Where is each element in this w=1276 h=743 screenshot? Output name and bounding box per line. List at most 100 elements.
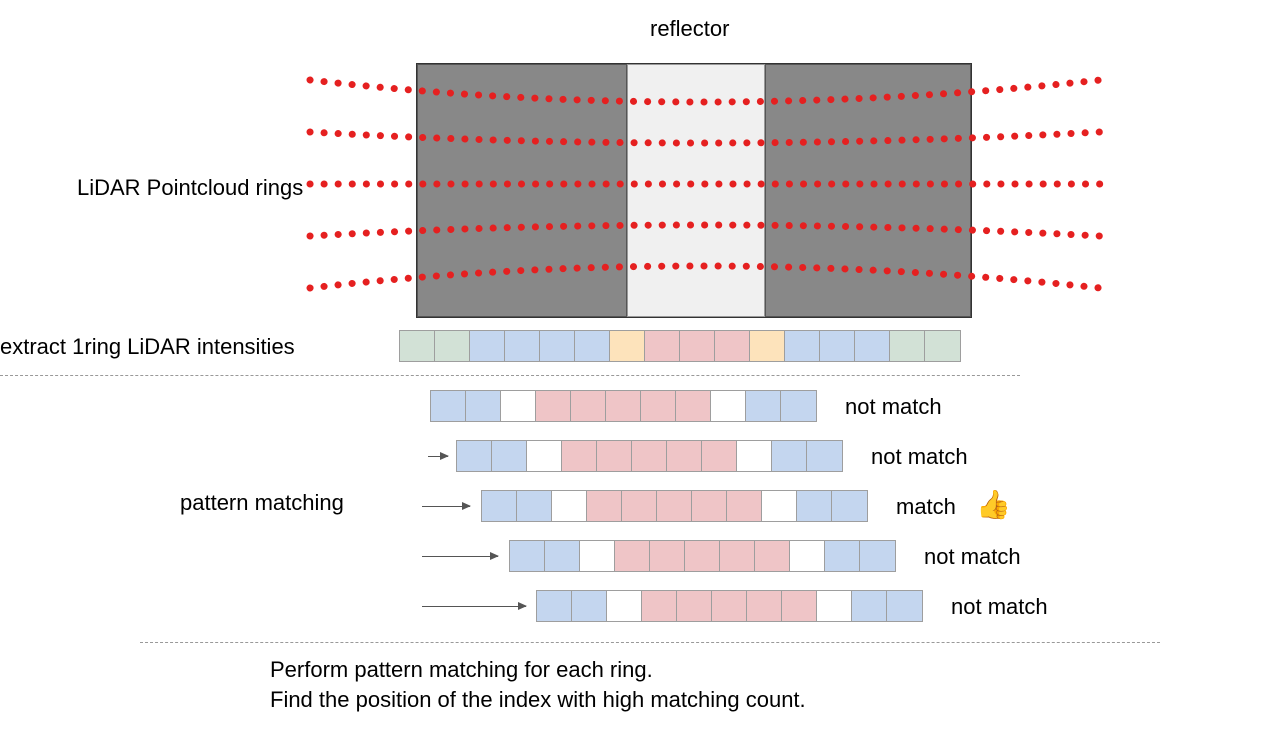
intensity-cell (676, 391, 711, 421)
intensity-cell (755, 541, 790, 571)
intensity-cell (692, 491, 727, 521)
intensity-cell (860, 541, 895, 571)
intensity-cell (400, 331, 435, 361)
intensity-cell (540, 331, 575, 361)
intensity-cell (677, 591, 712, 621)
match-result-label: not match (871, 444, 968, 470)
shift-arrow (422, 606, 526, 607)
intensity-cell (562, 441, 597, 471)
intensity-cell (782, 591, 817, 621)
intensity-cell (431, 391, 466, 421)
pattern-row (536, 590, 923, 622)
intensity-cell (720, 541, 755, 571)
intensity-cell (712, 591, 747, 621)
match-result-label: not match (924, 544, 1021, 570)
separator-top (0, 375, 1020, 376)
intensity-cell (680, 331, 715, 361)
intensity-cell (552, 491, 587, 521)
intensity-cell (750, 331, 785, 361)
intensity-cell (622, 491, 657, 521)
intensity-cell (527, 441, 562, 471)
intensity-cell (457, 441, 492, 471)
intensity-cell (790, 541, 825, 571)
footer-line-1: Perform pattern matching for each ring. (270, 655, 806, 685)
intensity-cell (685, 541, 720, 571)
intensity-cell (470, 331, 505, 361)
intensity-cell (610, 331, 645, 361)
intensity-cell (887, 591, 922, 621)
intensity-cell (702, 441, 737, 471)
intensity-cell (607, 591, 642, 621)
intensity-cell (517, 491, 552, 521)
intensity-cell (667, 441, 702, 471)
intensity-cell (645, 331, 680, 361)
intensity-cell (711, 391, 746, 421)
intensity-cell (852, 591, 887, 621)
intensity-cell (746, 391, 781, 421)
intensity-cell (817, 591, 852, 621)
board-left-panel (417, 64, 627, 317)
pattern-row (456, 440, 843, 472)
intensity-cell (597, 441, 632, 471)
pattern-row (509, 540, 896, 572)
intensity-cell (641, 391, 676, 421)
reflector-label: reflector (650, 16, 729, 42)
extract-label: extract 1ring LiDAR intensities (0, 334, 295, 360)
intensity-cell (925, 331, 960, 361)
intensity-cell (747, 591, 782, 621)
intensity-cell (762, 491, 797, 521)
intensity-cell (832, 491, 867, 521)
intensity-cell (536, 391, 571, 421)
pattern-matching-label: pattern matching (180, 490, 344, 516)
intensity-cell (482, 491, 517, 521)
intensity-cell (545, 541, 580, 571)
intensity-cell (571, 391, 606, 421)
thumbs-up-icon: 👍 (976, 488, 1011, 521)
intensity-cell (642, 591, 677, 621)
board-mid-panel (627, 64, 765, 317)
shift-arrow (422, 556, 498, 557)
pattern-row (430, 390, 817, 422)
intensity-cell (435, 331, 470, 361)
intensity-cell (715, 331, 750, 361)
intensity-cell (587, 491, 622, 521)
intensity-cell (606, 391, 641, 421)
footer-line-2: Find the position of the index with high… (270, 685, 806, 715)
intensity-cell (572, 591, 607, 621)
shift-arrow (428, 456, 448, 457)
intensity-cell (890, 331, 925, 361)
intensity-cell (855, 331, 890, 361)
intensity-cell (510, 541, 545, 571)
intensity-cell (580, 541, 615, 571)
board-right-panel (765, 64, 971, 317)
intensity-cell (505, 331, 540, 361)
intensity-cell (575, 331, 610, 361)
intensity-cell (825, 541, 860, 571)
intensity-cell (797, 491, 832, 521)
intensity-cell (632, 441, 667, 471)
intensity-cell (785, 331, 820, 361)
pattern-row (481, 490, 868, 522)
intensity-cell (781, 391, 816, 421)
shift-arrow (422, 506, 470, 507)
match-result-label: not match (845, 394, 942, 420)
intensity-cell (501, 391, 536, 421)
pointcloud-label: LiDAR Pointcloud rings (77, 175, 303, 201)
intensity-cell (492, 441, 527, 471)
intensity-cell (820, 331, 855, 361)
intensity-cell (657, 491, 692, 521)
intensity-cell (772, 441, 807, 471)
intensity-cell (807, 441, 842, 471)
intensity-cell (615, 541, 650, 571)
footer-text: Perform pattern matching for each ring. … (270, 655, 806, 714)
extract-intensity-row (399, 330, 961, 362)
separator-bottom (140, 642, 1160, 643)
intensity-cell (737, 441, 772, 471)
intensity-cell (466, 391, 501, 421)
intensity-cell (650, 541, 685, 571)
intensity-cell (727, 491, 762, 521)
intensity-cell (537, 591, 572, 621)
match-result-label: match (896, 494, 956, 520)
reflector-board (416, 63, 972, 318)
match-result-label: not match (951, 594, 1048, 620)
